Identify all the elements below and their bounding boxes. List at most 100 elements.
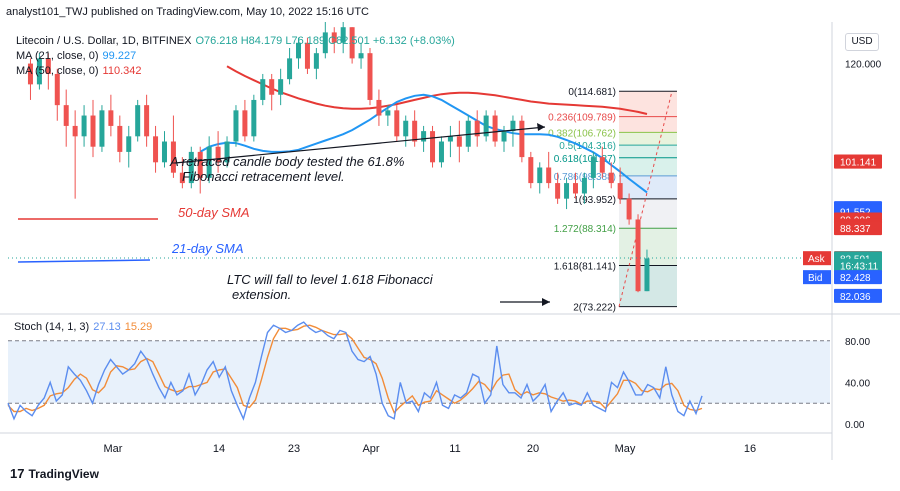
candle-body xyxy=(331,32,337,43)
candle-body xyxy=(510,120,516,132)
candle-body xyxy=(161,141,167,163)
candle-body xyxy=(492,115,498,142)
symbol-ohlc-line: Litecoin / U.S. Dollar, 1D, BITFINEX O76.… xyxy=(16,35,455,47)
fib-level-label: 1.272(88.314) xyxy=(554,224,616,235)
candle-body xyxy=(313,53,319,69)
candle-body xyxy=(626,198,632,220)
candle-body xyxy=(358,53,364,59)
retrace-arrow xyxy=(174,126,546,164)
ma50-legend-value: 110.342 xyxy=(103,65,142,77)
candle-body xyxy=(90,115,96,147)
ma50-line xyxy=(226,65,648,115)
annotation-ltc-line2: extension. xyxy=(232,287,291,302)
currency-button[interactable]: USD xyxy=(845,33,879,51)
candle-body xyxy=(251,99,257,137)
candle-body xyxy=(537,167,543,184)
price-tag-label: 88.337 xyxy=(840,224,871,235)
time-axis-label: 16 xyxy=(744,443,756,455)
fib-level-label: 0.236(109.789) xyxy=(548,113,616,124)
candle-body xyxy=(430,131,436,163)
tradingview-logo-icon: 17 xyxy=(10,466,25,481)
candle-body xyxy=(153,136,159,163)
time-axis-label: 20 xyxy=(527,443,539,455)
candle-body xyxy=(644,258,650,292)
candle-body xyxy=(572,183,578,194)
price-tag-label: 101.141 xyxy=(840,158,877,169)
candle-body xyxy=(635,219,641,292)
arrow-head-icon xyxy=(537,123,545,131)
candle-body xyxy=(36,58,42,85)
fib-level-label: 2(73.222) xyxy=(573,303,616,314)
candle-body xyxy=(63,105,69,126)
candle-body xyxy=(501,131,507,142)
fib-zone xyxy=(619,145,677,158)
time-axis-label: Apr xyxy=(362,443,379,455)
price-axis-tick: 120.000 xyxy=(845,60,882,71)
candle-body xyxy=(564,183,570,199)
stoch-d-line xyxy=(7,324,703,414)
price-tag-label: 82.036 xyxy=(840,292,871,303)
ohlc-values: O76.218 H84.179 L76.189 C82.501 +6.132 (… xyxy=(195,35,454,47)
candle-body xyxy=(367,53,373,100)
candle-body xyxy=(438,141,444,163)
tradingview-footer: 17 TradingView xyxy=(10,466,99,481)
bid-tag-label: Bid xyxy=(808,273,822,284)
bid-tag xyxy=(803,270,831,285)
candle-body xyxy=(421,131,427,142)
fib-level-label: 0.5(104.316) xyxy=(559,141,616,152)
fib-level-label: 0.618(101.87) xyxy=(554,154,616,165)
candle-body xyxy=(483,115,489,137)
stoch-legend: Stoch (14, 1, 3) 27.13 15.29 xyxy=(14,321,152,333)
candle-body xyxy=(599,157,605,173)
candle-body xyxy=(242,110,248,137)
candle-body xyxy=(519,120,525,158)
ma21-line xyxy=(199,93,648,194)
candle-body xyxy=(403,120,409,137)
tradingview-brand: TradingView xyxy=(28,466,99,481)
stoch-d-value: 15.29 xyxy=(125,321,153,333)
fib-zone xyxy=(619,132,677,146)
candle-body xyxy=(72,125,78,137)
candle-body xyxy=(465,120,471,147)
ma21-legend: MA (21, close, 0) 99.227 xyxy=(16,50,136,62)
candle-body xyxy=(412,120,418,142)
stoch-axis-tick: 40.00 xyxy=(845,378,870,389)
candle-body xyxy=(394,110,400,137)
symbol-title: Litecoin / U.S. Dollar, 1D, BITFINEX xyxy=(16,35,192,47)
candle-body xyxy=(278,79,284,95)
time-axis-label: 23 xyxy=(288,443,300,455)
ask-tag-label: Ask xyxy=(808,254,826,265)
candle-body xyxy=(206,146,212,178)
candle-body xyxy=(376,99,382,116)
price-tag xyxy=(834,221,882,236)
fib-zone xyxy=(619,91,677,117)
fib-zone xyxy=(619,116,677,133)
time-axis-label: 11 xyxy=(449,443,460,455)
annotation-sma21: 21-day SMA xyxy=(171,241,244,256)
price-tag xyxy=(834,288,882,303)
ma21-legend-label: MA (21, close, 0) xyxy=(16,50,99,62)
price-tag-label: 16:43:11 xyxy=(840,262,879,273)
candle-body xyxy=(45,58,51,74)
annotation-ltc-line1: LTC will fall to level 1.618 Fibonacci xyxy=(227,272,434,287)
candle-body xyxy=(269,79,275,95)
stoch-k-value: 27.13 xyxy=(93,321,121,333)
fib-level-label: 1.618(81.141) xyxy=(554,261,616,272)
stoch-k-line xyxy=(7,321,703,421)
candle-body xyxy=(260,79,266,100)
candle-body xyxy=(215,146,221,163)
candle-body xyxy=(126,136,132,152)
candle-body xyxy=(170,141,176,173)
ma50-legend-label: MA (50, close, 0) xyxy=(16,65,99,77)
fib-level-label: 1(93.952) xyxy=(573,195,616,206)
candle-body xyxy=(555,183,561,199)
candle-body xyxy=(54,73,60,106)
candle-body xyxy=(546,167,552,184)
candle-body xyxy=(528,157,534,184)
candle-body xyxy=(608,172,614,184)
candle-body xyxy=(617,183,623,199)
published-line: analyst101_TWJ published on TradingView.… xyxy=(6,6,369,18)
price-tag xyxy=(834,154,882,169)
candle-body xyxy=(590,157,596,178)
